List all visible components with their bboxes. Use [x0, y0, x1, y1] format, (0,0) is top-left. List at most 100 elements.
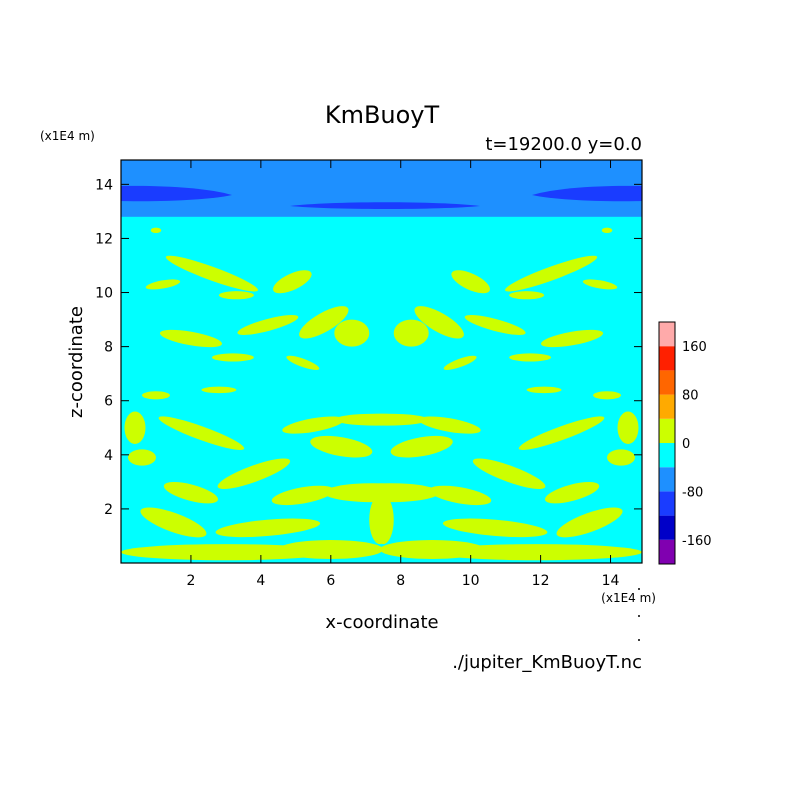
positive-region	[310, 435, 373, 458]
colorbar-tick-label: -160	[682, 534, 712, 549]
y-tick-label: 14	[95, 177, 113, 193]
positive-region	[334, 319, 370, 347]
positive-region	[556, 507, 623, 538]
positive-region	[526, 386, 562, 394]
colorbar-segment	[659, 539, 675, 564]
positive-region	[593, 391, 622, 400]
y-tick-label: 2	[104, 502, 113, 518]
x-tick-label: 2	[186, 573, 195, 589]
colorbar-segment	[659, 491, 675, 516]
positive-region	[432, 544, 642, 561]
colorbar-segment	[659, 370, 675, 395]
positive-region	[163, 482, 219, 504]
x-axis-label: x-coordinate	[325, 612, 438, 633]
plot-area	[120, 160, 642, 563]
positive-region	[544, 482, 600, 504]
positive-region	[414, 306, 464, 339]
positive-region	[273, 270, 312, 294]
positive-region	[607, 449, 636, 466]
y-tick-label: 12	[95, 231, 113, 247]
positive-region	[237, 315, 299, 335]
x-axis-ticks: 2 4 6 8 10 12 14	[186, 160, 620, 589]
chart-title: KmBuoyT	[325, 101, 440, 129]
positive-region	[341, 483, 440, 503]
marker-dot	[638, 615, 640, 617]
positive-region	[518, 416, 605, 450]
colorbar: -160 -80 0 80 160	[658, 321, 712, 565]
positive-region	[509, 291, 545, 300]
positive-region	[211, 353, 254, 362]
positive-region	[218, 291, 254, 300]
colorbar-segment	[659, 394, 675, 419]
positive-region	[299, 306, 349, 339]
marker-dot	[638, 588, 640, 590]
y-tick-label: 8	[104, 340, 113, 356]
positive-region	[369, 495, 391, 545]
positive-region	[379, 540, 485, 559]
marker-dot	[638, 639, 640, 641]
positive-region	[120, 544, 331, 561]
positive-region	[165, 255, 258, 292]
positive-region	[141, 391, 170, 400]
positive-region	[390, 435, 453, 458]
positive-region	[150, 227, 162, 234]
positive-region	[617, 411, 639, 444]
positive-region	[278, 540, 384, 559]
colorbar-tick-label: 0	[682, 437, 690, 452]
positive-region	[601, 227, 613, 234]
chart-subtitle: t=19200.0 y=0.0	[485, 134, 642, 155]
negative-region	[121, 185, 232, 202]
positive-region	[127, 449, 156, 466]
positive-region	[464, 315, 526, 335]
positive-region	[271, 485, 334, 506]
positive-region	[393, 319, 429, 347]
positive-region	[217, 458, 291, 489]
positive-region	[159, 329, 222, 348]
positive-region	[158, 416, 245, 450]
positive-region	[429, 485, 492, 506]
positive-region	[286, 355, 320, 370]
positive-region	[201, 386, 237, 394]
positive-region	[443, 355, 477, 370]
x-tick-label: 4	[256, 573, 265, 589]
x-tick-label: 6	[326, 573, 335, 589]
positive-region	[442, 518, 548, 538]
positive-region	[140, 507, 207, 538]
positive-region	[124, 411, 146, 444]
x-tick-label: 10	[462, 573, 480, 589]
x-tick-label: 8	[396, 573, 405, 589]
positive-region	[215, 518, 321, 538]
x-unit-label: (x1E4 m)	[601, 591, 656, 605]
colorbar-segment	[659, 515, 675, 540]
colorbar-frame	[658, 321, 676, 565]
positive-region	[582, 279, 618, 290]
y-axis-ticks: 2 4 6 8 10 12 14	[95, 177, 642, 518]
positive-region	[418, 416, 481, 434]
colorbar-segment	[659, 467, 675, 492]
y-tick-label: 6	[104, 394, 113, 410]
y-tick-label: 10	[95, 286, 113, 302]
negative-region	[290, 202, 480, 209]
colorbar-segment	[659, 322, 675, 347]
positive-region	[505, 255, 598, 292]
colorbar-tick-label: 160	[682, 340, 707, 355]
x-tick-label: 12	[532, 573, 550, 589]
x-tick-label: 14	[602, 573, 620, 589]
y-axis-label: z-coordinate	[66, 306, 87, 418]
positive-region	[451, 270, 490, 294]
colorbar-tick-label: 80	[682, 389, 699, 404]
y-tick-label: 4	[104, 448, 113, 464]
y-unit-label: (x1E4 m)	[40, 129, 95, 143]
positive-region	[282, 416, 345, 434]
colorbar-segment	[659, 418, 675, 443]
positive-region	[145, 279, 181, 290]
plot-frame	[120, 159, 643, 564]
colorbar-segment	[659, 346, 675, 371]
negative-region	[532, 185, 642, 202]
file-footer: ./jupiter_KmBuoyT.nc	[452, 652, 642, 673]
positive-region	[334, 413, 419, 426]
colorbar-segment	[659, 443, 675, 468]
colorbar-tick-label: -80	[682, 485, 703, 500]
positive-region	[509, 353, 552, 362]
